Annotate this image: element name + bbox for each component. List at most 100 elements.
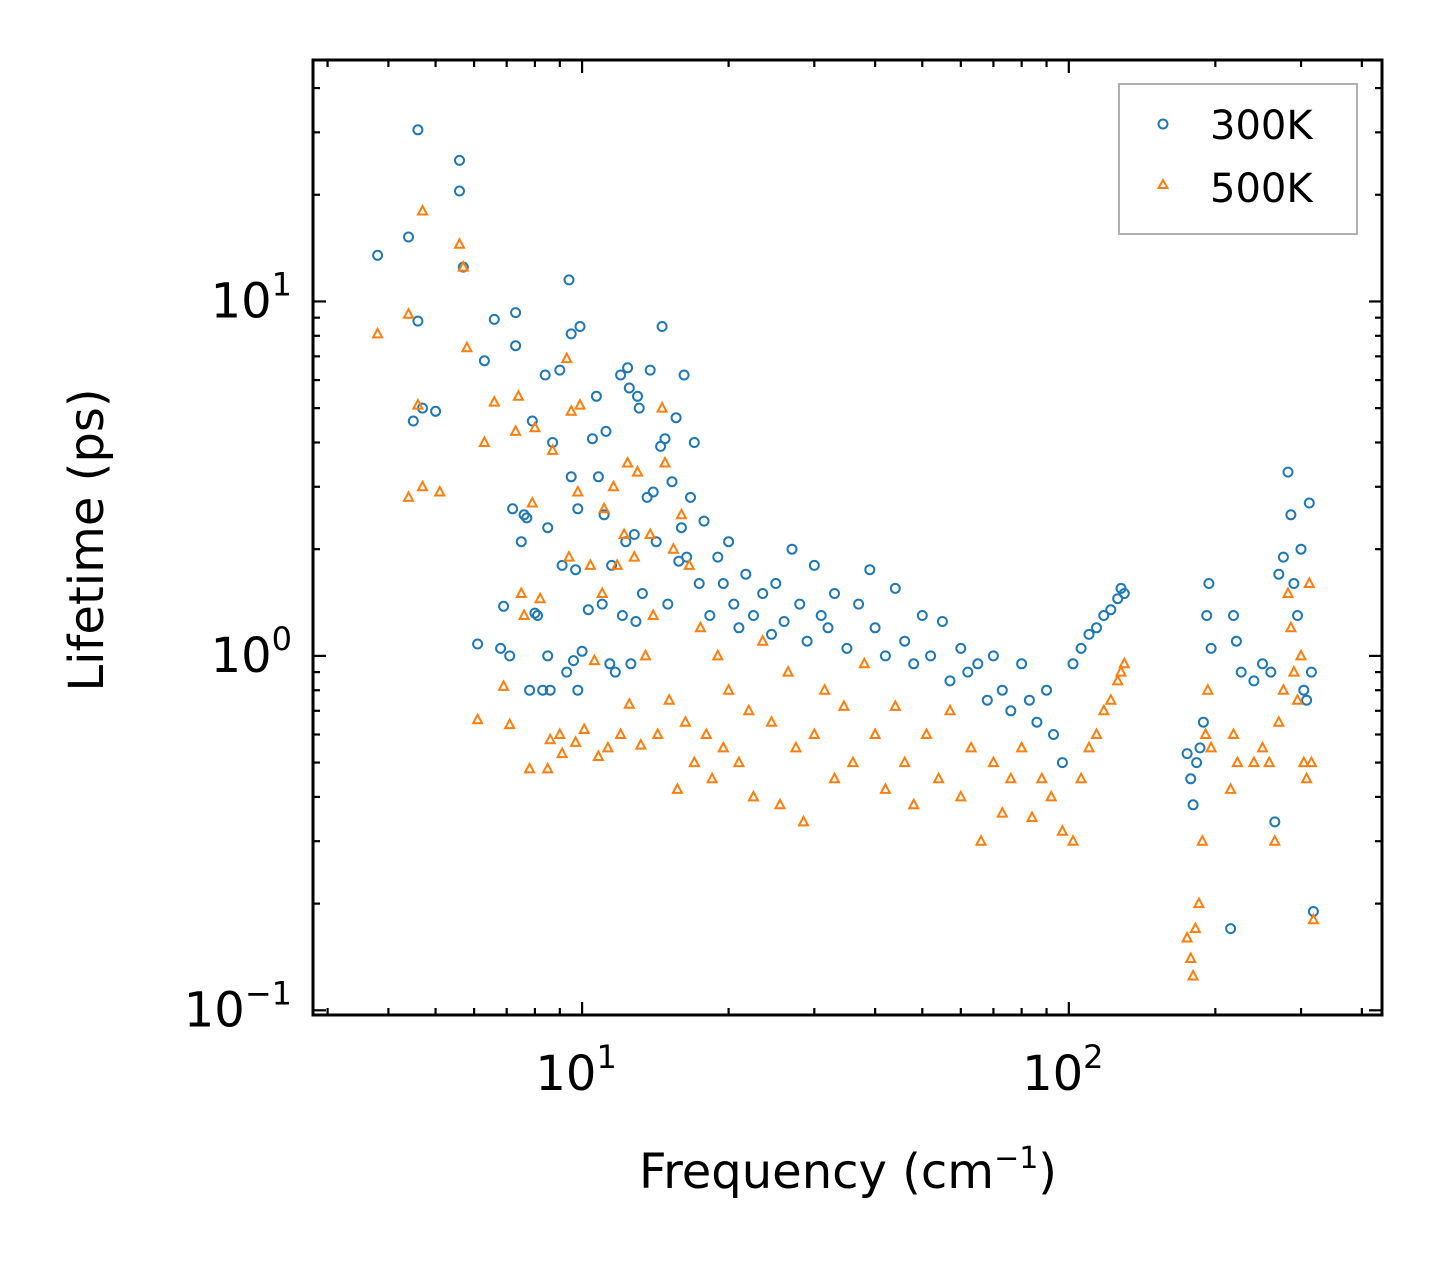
point-500K-123	[1231, 755, 1244, 768]
point-300K-118	[987, 650, 999, 662]
point-500K-74	[773, 797, 787, 810]
point-300K-130	[1091, 622, 1102, 634]
point-300K-38	[568, 655, 579, 667]
point-300K-101	[829, 588, 840, 599]
point-300K-103	[853, 598, 865, 610]
point-300K-92	[766, 628, 777, 640]
point-500K-62	[688, 755, 701, 768]
point-300K-128	[1075, 642, 1087, 654]
point-500K-47	[628, 549, 641, 562]
point-500K-93	[964, 740, 978, 753]
point-300K-131	[1098, 610, 1110, 621]
point-500K-54	[655, 400, 669, 413]
point-500K-41	[607, 479, 620, 492]
point-500K-32	[571, 484, 584, 497]
point-300K-26	[537, 684, 549, 696]
point-300K-144	[1205, 642, 1217, 654]
point-300K-77	[678, 369, 690, 381]
point-500K-42	[610, 558, 624, 570]
axis-ticks	[313, 60, 1382, 1015]
point-300K-37	[565, 471, 577, 483]
point-500K-35	[584, 558, 597, 570]
point-500K-8	[457, 259, 470, 272]
point-500K-29	[562, 549, 576, 562]
point-500K-55	[658, 455, 672, 468]
point-300K-153	[1273, 568, 1285, 580]
point-300K-3	[412, 315, 424, 327]
point-500K-16	[512, 389, 525, 401]
point-500K-121	[1224, 782, 1237, 794]
point-300K-106	[879, 650, 891, 662]
legend-label-300K: 300K	[1210, 103, 1314, 149]
x-axis-label: Frequency (cm−1)	[639, 1141, 1057, 1200]
legend-label-500K: 500K	[1210, 166, 1314, 212]
point-300K-40	[572, 684, 584, 696]
y-tick-label-1: 100	[211, 620, 292, 684]
point-500K-3	[411, 397, 425, 410]
point-300K-124	[1041, 684, 1052, 696]
point-300K-7	[454, 154, 465, 166]
point-500K-69	[732, 755, 746, 768]
point-300K-140	[1194, 742, 1206, 754]
point-300K-28	[542, 650, 554, 662]
point-300K-61	[630, 616, 642, 627]
point-500K-10	[471, 712, 484, 725]
point-300K-14	[498, 600, 510, 612]
point-500K-51	[644, 527, 657, 539]
point-500K-28	[560, 351, 573, 364]
point-300K-138	[1187, 799, 1199, 811]
point-500K-18	[517, 608, 531, 620]
point-500K-56	[663, 693, 676, 705]
point-300K-136	[1181, 748, 1193, 760]
point-500K-36	[588, 653, 601, 666]
point-300K-91	[757, 588, 769, 599]
point-300K-141	[1197, 716, 1209, 728]
point-300K-63	[633, 402, 645, 414]
y-tick-label-0: 10−1	[184, 974, 292, 1038]
point-500K-136	[1300, 771, 1313, 784]
point-300K-104	[864, 564, 876, 576]
point-500K-79	[818, 683, 831, 695]
point-500K-124	[1247, 755, 1261, 768]
point-300K-17	[510, 340, 522, 352]
point-300K-119	[996, 684, 1008, 696]
point-300K-13	[495, 642, 507, 654]
point-300K-62	[632, 390, 643, 402]
point-300K-71	[659, 433, 671, 445]
point-500K-101	[1045, 789, 1058, 802]
point-500K-48	[631, 464, 644, 477]
point-300K-78	[681, 551, 693, 563]
point-500K-21	[528, 420, 542, 433]
point-300K-85	[717, 578, 729, 589]
point-500K-24	[544, 732, 557, 745]
point-500K-57	[667, 542, 680, 554]
point-500K-63	[694, 620, 707, 633]
point-500K-80	[828, 771, 841, 784]
point-500K-91	[943, 703, 957, 716]
point-300K-154	[1277, 551, 1289, 563]
point-300K-115	[962, 666, 974, 678]
point-300K-86	[723, 536, 735, 548]
point-300K-133	[1112, 593, 1124, 605]
point-500K-100	[1035, 771, 1048, 784]
point-500K-90	[932, 771, 945, 784]
point-300K-108	[899, 635, 911, 647]
point-300K-82	[698, 515, 710, 527]
point-500K-71	[747, 789, 760, 802]
y-axis-label: Lifetime (ps)	[59, 388, 115, 691]
point-300K-44	[582, 604, 594, 616]
point-300K-98	[808, 559, 820, 571]
point-300K-4	[407, 415, 419, 427]
point-300K-39	[570, 564, 582, 576]
point-300K-114	[955, 642, 967, 654]
point-300K-59	[625, 658, 637, 670]
point-300K-45	[586, 433, 598, 445]
point-300K-29	[542, 522, 554, 534]
point-500K-82	[846, 755, 860, 768]
point-500K-66	[711, 648, 724, 661]
point-300K-27	[539, 369, 551, 381]
point-500K-75	[781, 664, 795, 677]
point-500K-102	[1056, 824, 1069, 836]
point-300K-79	[685, 491, 696, 503]
point-300K-35	[563, 274, 575, 286]
